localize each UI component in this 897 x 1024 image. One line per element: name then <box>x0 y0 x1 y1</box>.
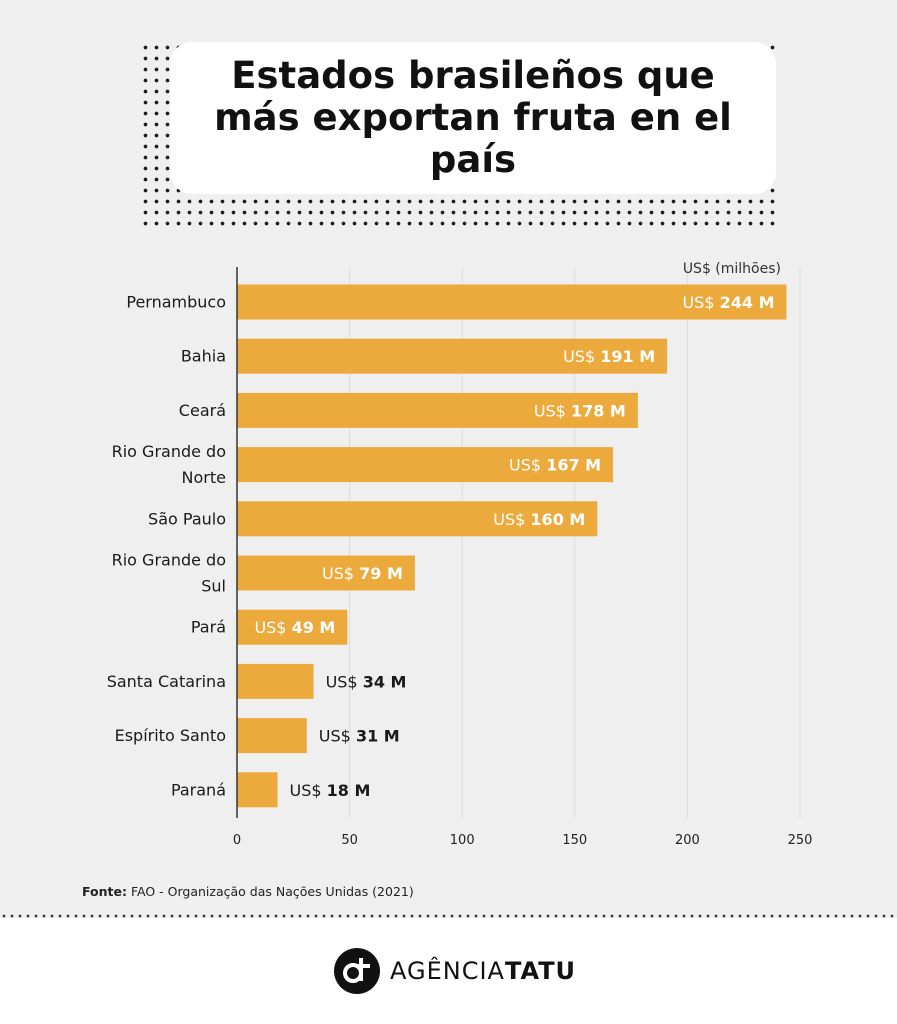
category-label: Santa Catarina <box>107 672 226 691</box>
source-note: Fonte: FAO - Organização das Nações Unid… <box>82 884 414 899</box>
x-tick-label: 100 <box>450 833 475 848</box>
bar <box>237 609 348 645</box>
category-label: Rio Grande do Norte <box>112 442 226 487</box>
bar <box>237 338 668 374</box>
data-label: US$ 191 M <box>563 347 655 366</box>
bar <box>237 447 614 483</box>
data-label: US$ 160 M <box>493 510 585 529</box>
tatu-logo-icon <box>334 948 380 994</box>
data-label: US$ 244 M <box>682 293 774 312</box>
bar <box>237 718 307 754</box>
category-label: Pará <box>191 618 226 637</box>
chart-title: Estados brasileños que más exportan frut… <box>214 54 732 181</box>
bar <box>237 772 278 808</box>
data-label: US$ 18 M <box>290 781 371 800</box>
x-tick-label: 50 <box>341 833 358 848</box>
category-label: Espírito Santo <box>115 726 226 745</box>
x-tick-label: 200 <box>675 833 700 848</box>
data-label: US$ 178 M <box>534 401 626 420</box>
data-label: US$ 31 M <box>319 727 400 746</box>
x-tick-label: 150 <box>562 833 587 848</box>
title-card: Estados brasileños que más exportan frut… <box>170 42 776 194</box>
x-tick-label: 0 <box>233 833 241 848</box>
data-label: US$ 167 M <box>509 456 601 475</box>
x-tick-label: 250 <box>788 833 813 848</box>
bar <box>237 555 415 591</box>
unit-label: US$ (milhões) <box>683 261 781 277</box>
data-label: US$ 49 M <box>254 618 335 637</box>
footer <box>0 918 897 1024</box>
category-label: Rio Grande do Sul <box>112 551 226 596</box>
dotted-separator <box>0 914 897 918</box>
brand-name-bold: TATU <box>504 957 577 985</box>
bar <box>237 501 598 537</box>
category-label: Bahia <box>181 347 226 366</box>
brand-name-light: AGÊNCIA <box>390 957 505 985</box>
bar-chart: US$ (milhões) Pernambuco US$ 244 M Bahia US$… <box>107 261 813 848</box>
bar <box>237 663 314 699</box>
category-label: São Paulo <box>148 509 226 528</box>
category-label: Ceará <box>179 401 226 420</box>
source-prefix: Fonte: <box>82 884 127 899</box>
category-label: Pernambuco <box>126 293 226 312</box>
category-label: Paraná <box>171 780 226 799</box>
data-label: US$ 34 M <box>326 672 407 691</box>
bar <box>237 392 638 428</box>
brand-name: AGÊNCIATATU <box>390 957 576 985</box>
data-label: US$ 79 M <box>322 564 403 583</box>
brand-logo: AGÊNCIATATU <box>334 948 576 994</box>
bar <box>237 284 787 320</box>
source-text: FAO - Organização das Nações Unidas (202… <box>130 884 414 899</box>
